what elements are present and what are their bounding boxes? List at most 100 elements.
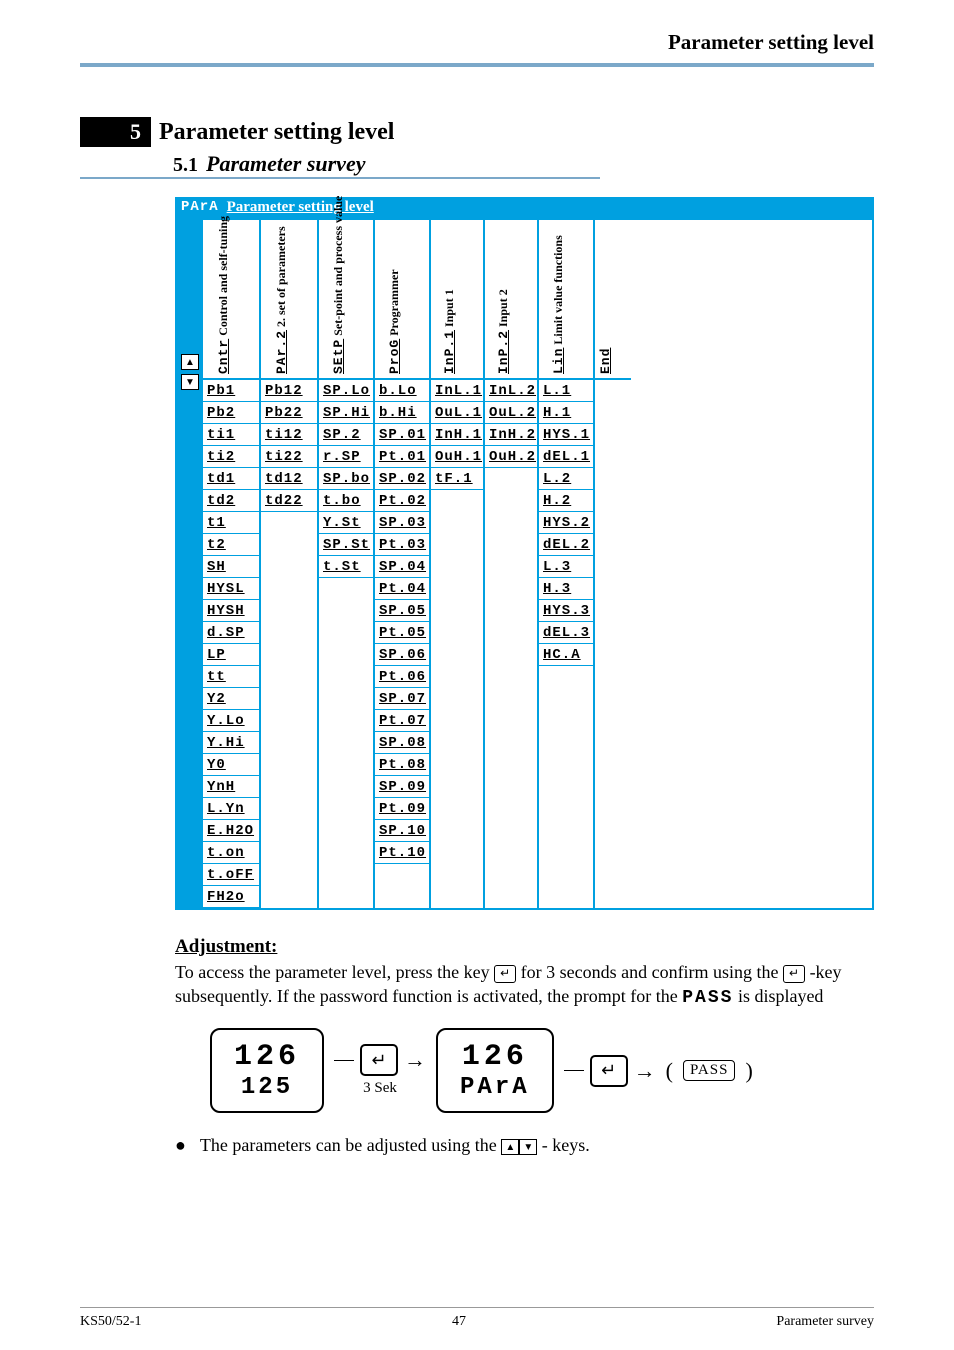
table-cell: FH2o bbox=[203, 886, 259, 908]
column-header: Cntr Control and self-tuning bbox=[203, 220, 259, 380]
table-cell: Pb1 bbox=[203, 380, 259, 402]
table-cell: HYS.1 bbox=[539, 424, 593, 446]
table-banner: PArA Parameter setting level bbox=[175, 197, 874, 218]
table-cell: t.bo bbox=[319, 490, 373, 512]
table-cell: tF.1 bbox=[431, 468, 483, 490]
table-cell: InL.1 bbox=[431, 380, 483, 402]
table-cell: Pt.05 bbox=[375, 622, 429, 644]
table-column: PAr.2 2. set of parametersPb12Pb22ti12ti… bbox=[261, 220, 319, 908]
pass-code: PASS bbox=[682, 988, 733, 1008]
column-header: ProG Programmer bbox=[375, 220, 429, 380]
display1-line1: 126 bbox=[234, 1040, 300, 1074]
table-cell: Y.St bbox=[319, 512, 373, 534]
table-cell: OuH.1 bbox=[431, 446, 483, 468]
table-cell: HYSL bbox=[203, 578, 259, 600]
table-cell: ti1 bbox=[203, 424, 259, 446]
table-cell: OuL.1 bbox=[431, 402, 483, 424]
arrow-right-icon: → bbox=[634, 1058, 656, 1084]
display-box-2: 126 PArA bbox=[436, 1028, 554, 1113]
adjustment-heading: Adjustment: bbox=[175, 934, 874, 960]
flow-diagram: 126 125 ↵ → 3 Sek 126 PArA ↵ → ( PASS ) bbox=[210, 1028, 874, 1113]
table-cell: Pb12 bbox=[261, 380, 317, 402]
table-cell: Pt.06 bbox=[375, 666, 429, 688]
table-cell: YnH bbox=[203, 776, 259, 798]
table-column: InP.2 Input 2InL.2OuL.2InH.2OuH.2 bbox=[485, 220, 539, 908]
table-cell: t1 bbox=[203, 512, 259, 534]
column-header: InP.2 Input 2 bbox=[485, 220, 537, 380]
table-cell: L.1 bbox=[539, 380, 593, 402]
subsection-number: 5.1 bbox=[80, 154, 206, 177]
enter-key-icon: ↵ bbox=[590, 1055, 628, 1087]
adjustment-block: Adjustment: To access the parameter leve… bbox=[175, 934, 874, 1010]
column-header: PAr.2 2. set of parameters bbox=[261, 220, 317, 380]
table-cell: ti2 bbox=[203, 446, 259, 468]
table-cell: t.oFF bbox=[203, 864, 259, 886]
table-column: SEtP Set-point and process valueSP.LoSP.… bbox=[319, 220, 375, 908]
table-cell: SP.St bbox=[319, 534, 373, 556]
subsection-heading: 5.1 Parameter survey bbox=[80, 151, 600, 179]
table-cell: OuL.2 bbox=[485, 402, 537, 424]
table-cell: SP.04 bbox=[375, 556, 429, 578]
table-column: Cntr Control and self-tuningPb1Pb2ti1ti2… bbox=[203, 220, 261, 908]
subsection-title: Parameter survey bbox=[206, 151, 365, 177]
display-box-1: 126 125 bbox=[210, 1028, 324, 1113]
table-cell: t.on bbox=[203, 842, 259, 864]
column-header: SEtP Set-point and process value bbox=[319, 220, 373, 380]
table-cell: Pt.01 bbox=[375, 446, 429, 468]
table-cell: td22 bbox=[261, 490, 317, 512]
table-cell: ti22 bbox=[261, 446, 317, 468]
table-cell: t2 bbox=[203, 534, 259, 556]
enter-key-icon: ↵ bbox=[783, 965, 805, 983]
table-cell: Pb2 bbox=[203, 402, 259, 424]
table-cell: tt bbox=[203, 666, 259, 688]
table-cell: SP.10 bbox=[375, 820, 429, 842]
table-cell: t.St bbox=[319, 556, 373, 578]
table-cell: b.Lo bbox=[375, 380, 429, 402]
table-cell: H.2 bbox=[539, 490, 593, 512]
page-header-title: Parameter setting level bbox=[80, 30, 874, 63]
table-column: End bbox=[595, 220, 631, 908]
footer-right: Parameter survey bbox=[776, 1314, 874, 1330]
arrow-right-icon: → bbox=[404, 1047, 426, 1073]
table-cell: OuH.2 bbox=[485, 446, 537, 468]
up-arrow-icon[interactable]: ▲ bbox=[181, 354, 199, 370]
table-cell: td12 bbox=[261, 468, 317, 490]
table-cell: H.1 bbox=[539, 402, 593, 424]
table-cell: HYS.3 bbox=[539, 600, 593, 622]
table-cell: L.Yn bbox=[203, 798, 259, 820]
up-down-keys-icon: ▲▼ bbox=[501, 1139, 537, 1155]
table-cell: Pt.07 bbox=[375, 710, 429, 732]
table-cell: SP.03 bbox=[375, 512, 429, 534]
down-arrow-icon[interactable]: ▼ bbox=[181, 374, 199, 390]
table-column: InP.1 Input 1InL.1OuL.1InH.1OuH.1tF.1 bbox=[431, 220, 485, 908]
table-cell: InH.2 bbox=[485, 424, 537, 446]
table-cell: Y.Lo bbox=[203, 710, 259, 732]
table-cell: SP.Hi bbox=[319, 402, 373, 424]
bullet-note: ● The parameters can be adjusted using t… bbox=[175, 1135, 874, 1156]
adjustment-text: To access the parameter level, press the… bbox=[175, 960, 874, 1011]
enter-key-icon: ↵ bbox=[360, 1044, 398, 1076]
table-cell: E.H2O bbox=[203, 820, 259, 842]
parameter-table: PArA Parameter setting level ▲ ▼ Cntr Co… bbox=[175, 197, 874, 910]
table-cell: HC.A bbox=[539, 644, 593, 666]
table-cell: SP.bo bbox=[319, 468, 373, 490]
table-cell: Pt.04 bbox=[375, 578, 429, 600]
table-cell: SP.05 bbox=[375, 600, 429, 622]
table-cell: Pt.10 bbox=[375, 842, 429, 864]
table-cell: SP.Lo bbox=[319, 380, 373, 402]
table-column: Lin Limit value functionsL.1H.1HYS.1dEL.… bbox=[539, 220, 595, 908]
table-cell: td1 bbox=[203, 468, 259, 490]
banner-code: PArA bbox=[181, 199, 219, 216]
table-cell: SP.02 bbox=[375, 468, 429, 490]
table-cell: Y2 bbox=[203, 688, 259, 710]
column-header: Lin Limit value functions bbox=[539, 220, 593, 380]
table-cell: HYSH bbox=[203, 600, 259, 622]
table-cell: Y.Hi bbox=[203, 732, 259, 754]
table-cell: LP bbox=[203, 644, 259, 666]
table-cell: SP.09 bbox=[375, 776, 429, 798]
table-cell: HYS.2 bbox=[539, 512, 593, 534]
pass-box: PASS bbox=[683, 1060, 735, 1081]
table-cell: L.2 bbox=[539, 468, 593, 490]
display1-line2: 125 bbox=[234, 1074, 300, 1101]
table-cell: td2 bbox=[203, 490, 259, 512]
